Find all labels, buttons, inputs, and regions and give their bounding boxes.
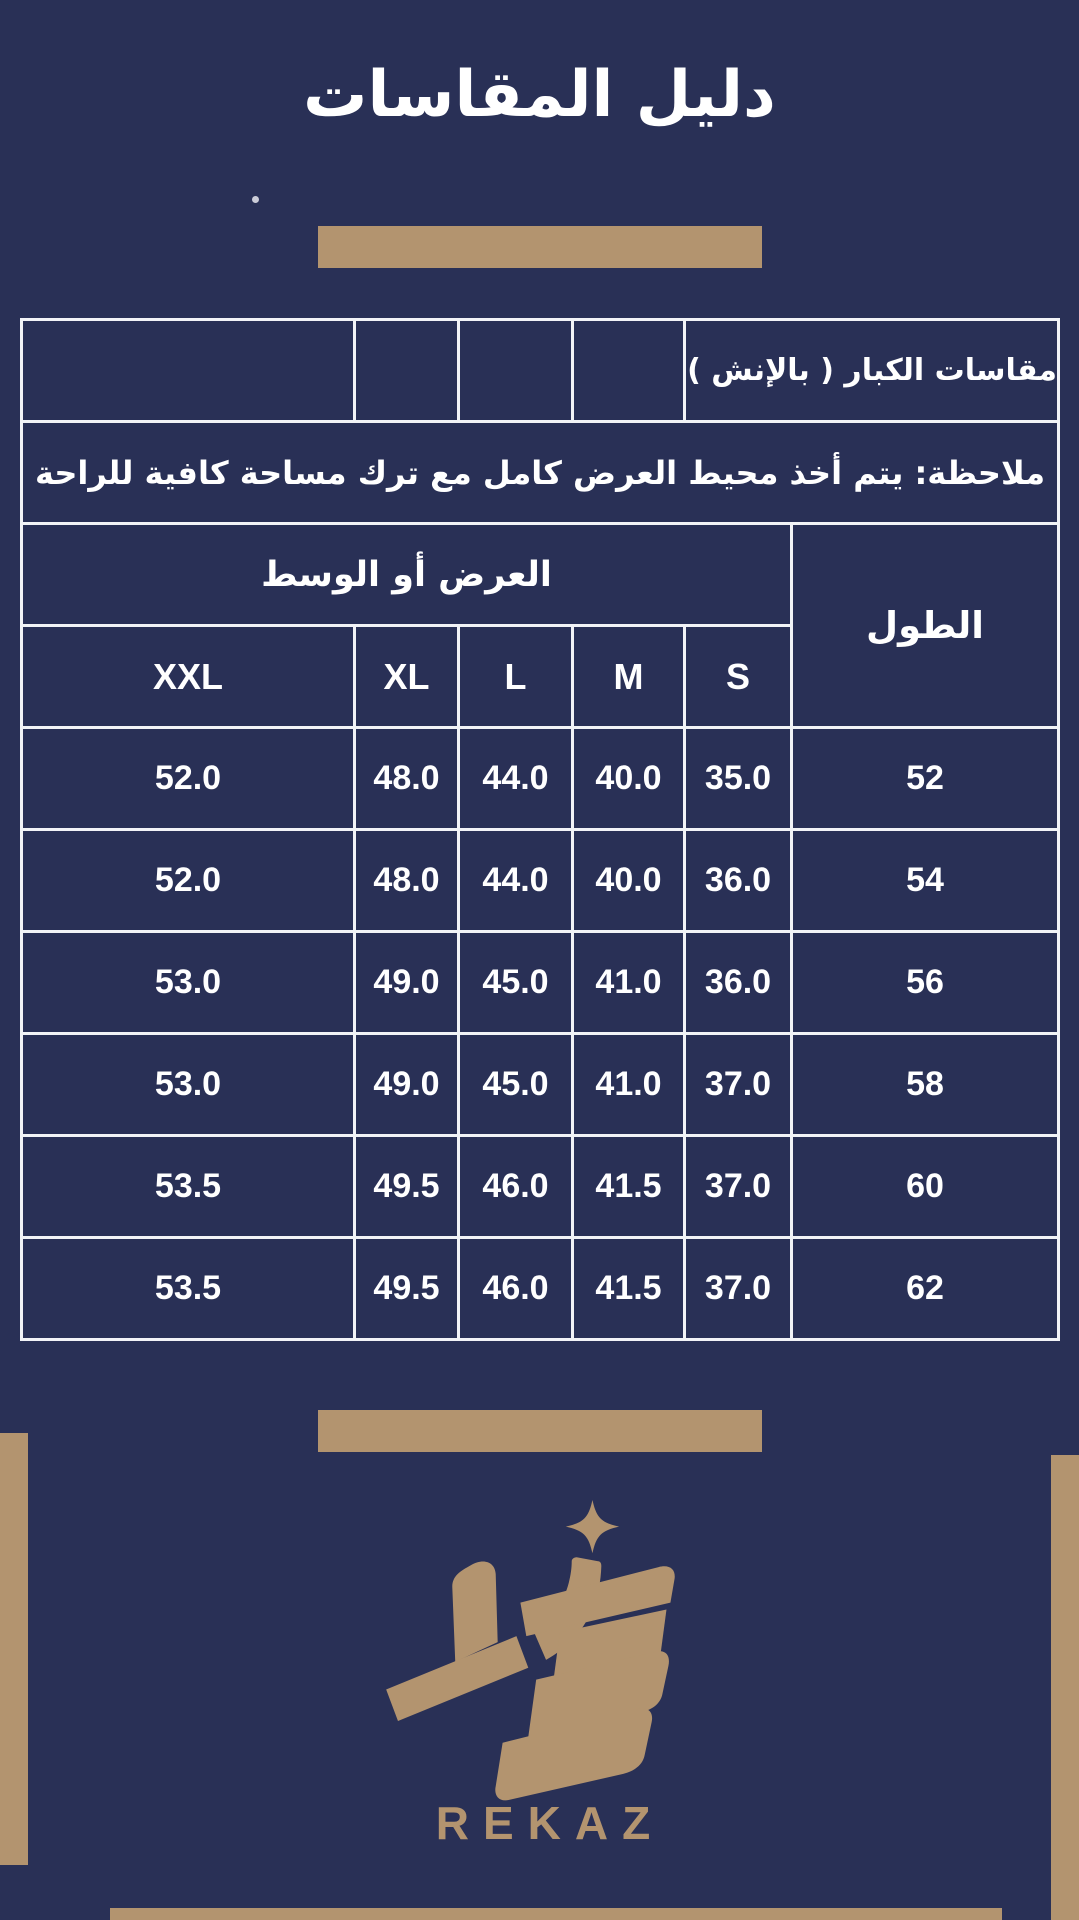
decorative-bar-left — [0, 1433, 28, 1865]
width-value-s: 37.0 — [683, 1032, 793, 1137]
table-row-measurements: 54 36.0 40.0 44.0 48.0 52.0 — [20, 828, 1060, 933]
calligraphy-stroke — [520, 1566, 675, 1637]
adult-sizes-label: مقاسات الكبار ( بالإنش ) : — [683, 318, 1060, 423]
page-title: دليل المقاسات — [303, 58, 776, 132]
size-label-xxl: XXL — [20, 624, 356, 729]
decorative-bar-right — [1051, 1455, 1079, 1920]
width-value-xl: 49.0 — [353, 1032, 460, 1137]
width-value-xl: 49.5 — [353, 1236, 460, 1341]
width-value-m: 40.0 — [571, 726, 686, 831]
empty-cell — [571, 318, 686, 423]
width-value-s: 35.0 — [683, 726, 793, 831]
width-value-xxl: 53.0 — [20, 930, 356, 1035]
width-value-l: 46.0 — [457, 1236, 574, 1341]
size-label-xl: XL — [353, 624, 460, 729]
width-value-s: 37.0 — [683, 1134, 793, 1239]
calligraphy-stroke — [452, 1561, 498, 1662]
table-row-measurements: 56 36.0 41.0 45.0 49.0 53.0 — [20, 930, 1060, 1035]
width-value-m: 41.0 — [571, 1032, 686, 1137]
decorative-bar-bottom-edge — [110, 1908, 1002, 1920]
table-row-comfort-note: ملاحظة: يتم أخذ محيط العرض كامل مع ترك م… — [20, 420, 1060, 525]
empty-cell — [20, 318, 356, 423]
rekaz-wordmark: REKAZ — [435, 1797, 665, 1849]
width-value-s: 37.0 — [683, 1236, 793, 1341]
width-value-xl: 48.0 — [353, 828, 460, 933]
comfort-note: ملاحظة: يتم أخذ محيط العرض كامل مع ترك م… — [20, 420, 1060, 525]
width-value-m: 40.0 — [571, 828, 686, 933]
table-row-measurements: 52 35.0 40.0 44.0 48.0 52.0 — [20, 726, 1060, 831]
width-value-s: 36.0 — [683, 930, 793, 1035]
dot-decoration — [252, 196, 259, 203]
width-value-l: 45.0 — [457, 930, 574, 1035]
length-value: 60 — [790, 1134, 1060, 1239]
length-value: 54 — [790, 828, 1060, 933]
table-row-size-labels: S M L XL XXL — [20, 624, 1059, 729]
length-column-header: الطول — [790, 522, 1060, 729]
size-label-m: M — [571, 624, 686, 729]
width-value-m: 41.0 — [571, 930, 686, 1035]
table-row-measurements: 60 37.0 41.5 46.0 49.5 53.5 — [20, 1134, 1060, 1239]
width-value-m: 41.5 — [571, 1134, 686, 1239]
calligraphy-stroke — [386, 1636, 529, 1722]
divider-bar-top — [318, 226, 762, 268]
width-value-xl: 49.5 — [353, 1134, 460, 1239]
size-label-s: S — [683, 624, 793, 729]
table-row-width-group: الطول العرض أو الوسط — [20, 522, 1060, 729]
length-value: 56 — [790, 930, 1060, 1035]
width-value-l: 46.0 — [457, 1134, 574, 1239]
width-value-l: 44.0 — [457, 828, 574, 933]
length-value: 58 — [790, 1032, 1060, 1137]
length-value: 62 — [790, 1236, 1060, 1341]
width-value-m: 41.5 — [571, 1236, 686, 1341]
width-value-s: 36.0 — [683, 828, 793, 933]
width-group-header: العرض أو الوسط — [20, 522, 793, 627]
calligraphy-stroke — [553, 1609, 667, 1677]
table-row-measurements: 58 37.0 41.0 45.0 49.0 53.0 — [20, 1032, 1060, 1137]
empty-cell — [457, 318, 574, 423]
width-value-xxl: 52.0 — [20, 726, 356, 831]
size-label-l: L — [457, 624, 574, 729]
width-value-xl: 48.0 — [353, 726, 460, 831]
width-value-xxl: 53.5 — [20, 1236, 356, 1341]
rekaz-logo-mark — [386, 1499, 675, 1801]
width-value-l: 44.0 — [457, 726, 574, 831]
star-icon — [565, 1499, 620, 1554]
empty-cell — [353, 318, 460, 423]
width-value-xxl: 53.5 — [20, 1134, 356, 1239]
calligraphy-stroke — [528, 1651, 669, 1737]
calligraphy-stroke — [495, 1708, 653, 1801]
divider-bar-bottom — [318, 1410, 762, 1452]
width-value-xl: 49.0 — [353, 930, 460, 1035]
length-value: 52 — [790, 726, 1060, 831]
width-value-xxl: 52.0 — [20, 828, 356, 933]
table-row-measurements: 62 37.0 41.5 46.0 49.5 53.5 — [20, 1236, 1060, 1341]
width-value-l: 45.0 — [457, 1032, 574, 1137]
table-row-adult-sizes: مقاسات الكبار ( بالإنش ) : — [20, 318, 1060, 423]
width-value-xxl: 53.0 — [20, 1032, 356, 1137]
size-guide-table: مقاسات الكبار ( بالإنش ) : ملاحظة: يتم أ… — [20, 318, 1060, 1341]
